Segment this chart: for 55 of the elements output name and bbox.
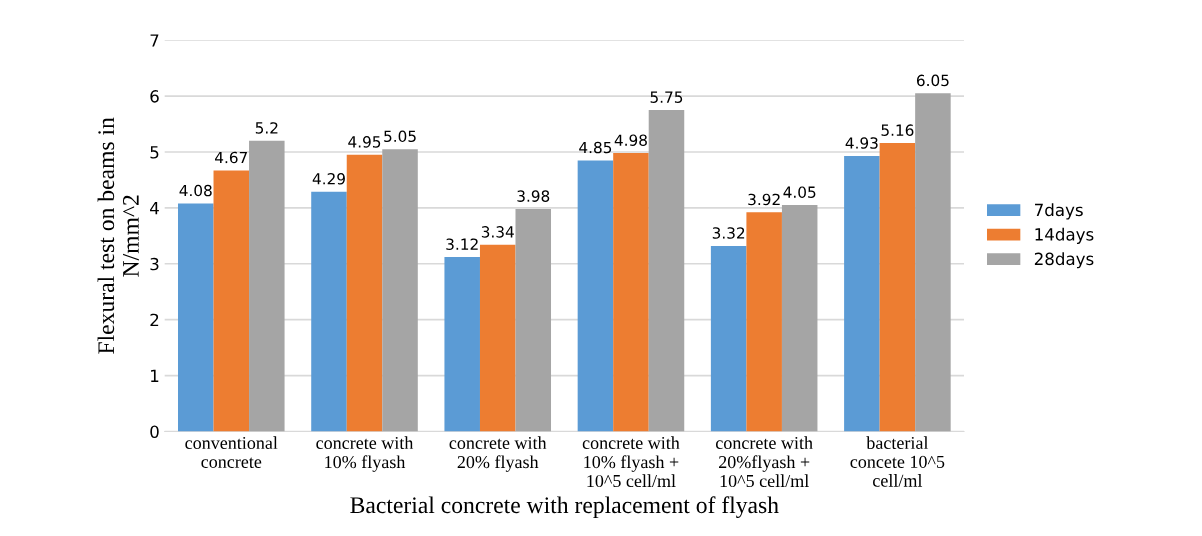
y-tick-label: 6 <box>150 90 159 103</box>
data-label: 4.05 <box>783 186 816 198</box>
bar <box>479 244 516 432</box>
bar <box>213 170 250 432</box>
bar <box>311 191 347 432</box>
y-tick-label: 4 <box>150 202 159 215</box>
data-label: 4.95 <box>348 136 381 148</box>
bar <box>915 93 951 432</box>
y-tick-label: 1 <box>151 369 159 382</box>
data-label: 5.75 <box>650 91 683 103</box>
bar <box>346 154 383 432</box>
data-label: 4.67 <box>215 151 247 164</box>
data-label: 4.93 <box>845 137 878 149</box>
x-tick-label: concrete with 20%flyash + 10^5 cell/ml <box>715 436 813 488</box>
data-label: 4.85 <box>579 141 612 154</box>
bar <box>515 209 552 432</box>
x-tick-label: concrete with 10% flyash <box>316 436 414 472</box>
data-label: 5.16 <box>881 124 914 136</box>
data-label: 3.98 <box>517 190 550 202</box>
data-label: 3.34 <box>481 226 514 238</box>
legend-label: 14days <box>1035 227 1094 244</box>
x-tick-label: concrete with 20% flyash <box>449 436 547 472</box>
data-label: 4.98 <box>614 134 647 146</box>
bar <box>648 110 685 432</box>
bar <box>178 203 214 432</box>
data-label: 3.32 <box>712 227 745 239</box>
bar <box>710 245 747 432</box>
y-axis-title: Flexural test on beams in N/mm^2 <box>97 117 139 354</box>
y-tick-label: 7 <box>150 34 159 47</box>
data-label: 3.12 <box>446 238 478 250</box>
data-label: 5.05 <box>384 130 416 143</box>
legend-label: 28days <box>1034 252 1094 269</box>
y-tick-label: 0 <box>150 425 159 439</box>
x-tick-label: conventional concrete <box>185 436 278 468</box>
bar <box>613 153 649 432</box>
legend-label: 7days <box>1035 203 1083 220</box>
bar <box>382 149 418 432</box>
y-tick-label: 2 <box>150 313 159 327</box>
bar <box>844 155 880 432</box>
x-tick-label: concrete with 10% flyash + 10^5 cell/ml <box>582 436 680 488</box>
x-tick-label: bacterial concete 10^5 cell/ml <box>850 436 945 487</box>
data-label: 6.05 <box>916 74 949 87</box>
bar <box>879 143 916 432</box>
bar <box>249 140 285 432</box>
bar <box>746 212 782 432</box>
data-label: 3.92 <box>748 193 780 206</box>
bar <box>781 205 818 432</box>
data-label: 4.08 <box>179 184 212 197</box>
bar <box>444 257 480 432</box>
x-axis-title: Bacterial concrete with replacement of flyash <box>350 496 779 519</box>
y-tick-label: 3 <box>150 257 159 271</box>
bar <box>577 160 614 432</box>
data-label: 4.29 <box>312 173 345 185</box>
data-label: 5.2 <box>255 122 278 134</box>
y-tick-label: 5 <box>150 146 159 159</box>
